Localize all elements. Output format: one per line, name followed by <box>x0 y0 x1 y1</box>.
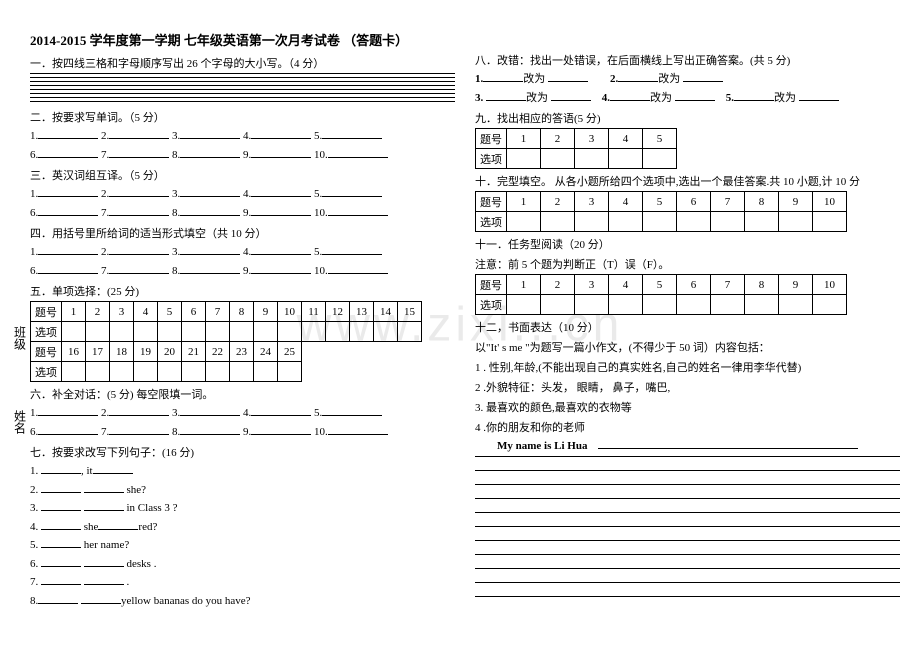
left-col: 2014-2015 学年度第一学期 七年级英语第一次月考试卷 （答题卡） 一．按… <box>30 30 455 610</box>
side-column: 班级 姓名 <box>10 30 30 610</box>
s7-6: 6. desks . <box>30 555 455 573</box>
s8-h: 八．改错：找出一处错误，在后面横线上写出正确答案。(共 5 分) <box>475 52 900 68</box>
s7-4: 4. shered? <box>30 518 455 536</box>
s7-h: 七．按要求改写下列句子：(16 分) <box>30 444 455 460</box>
th: 题号 <box>31 342 62 362</box>
s6-row2: 6. 7. 8. 9. 10. <box>30 423 455 441</box>
th: 题号 <box>476 192 507 212</box>
s3-row2: 6. 7. 8. 9. 10. <box>30 204 455 222</box>
s3-h: 三．英汉词组互译。（5 分） <box>30 167 455 183</box>
s12-l5: 4 .你的朋友和你的老师 <box>475 419 900 435</box>
s8-row1: 1.改为 2.改为 <box>475 70 900 88</box>
write-lines <box>30 73 455 105</box>
s10-h: 十．完型填空。 从各小题所给四个选项中,选出一个最佳答案.共 10 小题,计 1… <box>475 173 900 189</box>
s12-l4: 3. 最喜欢的颜色,最喜欢的衣物等 <box>475 399 900 415</box>
main: 2014-2015 学年度第一学期 七年级英语第一次月考试卷 （答题卡） 一．按… <box>30 30 900 610</box>
side-name: 姓名 <box>12 410 29 434</box>
s7-3: 3. in Class 3 ? <box>30 499 455 517</box>
s1-h: 一．按四线三格和字母顺序写出 26 个字母的大小写。（4 分） <box>30 55 455 71</box>
s5-table: 题号123456789101112131415 选项 题号16171819202… <box>30 301 422 382</box>
s11-h: 十一．任务型阅读（20 分） <box>475 236 900 252</box>
page: 班级 姓名 2014-2015 学年度第一学期 七年级英语第一次月考试卷 （答题… <box>0 0 920 620</box>
s9-table: 题号12345 选项 <box>475 128 677 169</box>
th: 题号 <box>476 129 507 149</box>
s2-row2: 6. 7. 8. 9. 10. <box>30 146 455 164</box>
th: 选项 <box>476 212 507 232</box>
th: 选项 <box>31 362 62 382</box>
s10-table: 题号12345678910 选项 <box>475 191 847 232</box>
s11-table: 题号12345678910 选项 <box>475 274 847 315</box>
s8-row2: 3. 改为 4.改为 5.改为 <box>475 89 900 107</box>
s7-1: 1. , it <box>30 462 455 480</box>
s9-h: 九．找出相应的答语(5 分) <box>475 110 900 126</box>
s4-row1: 1. 2. 3. 4. 5. <box>30 243 455 261</box>
title: 2014-2015 学年度第一学期 七年级英语第一次月考试卷 （答题卡） <box>30 30 455 49</box>
s4-h: 四．用括号里所给词的适当形式填空（共 10 分） <box>30 225 455 241</box>
side-class: 班级 <box>12 326 29 350</box>
s5-h: 五．单项选择：(25 分) <box>30 283 455 299</box>
s3-row1: 1. 2. 3. 4. 5. <box>30 185 455 203</box>
th: 选项 <box>31 322 62 342</box>
s6-h: 六．补全对话：(5 分) 每空限填一词。 <box>30 386 455 402</box>
s11-note: 注意：前 5 个题为判断正（T）误（F）。 <box>475 256 900 272</box>
s12-l1: 以"It' s me "为题写一篇小作文，(不得少于 50 词）内容包括： <box>475 339 900 355</box>
s12-l3: 2 .外貌特征：头发， 眼睛， 鼻子，嘴巴, <box>475 379 900 395</box>
th: 选项 <box>476 295 507 315</box>
essay-lines <box>475 456 900 610</box>
s7-2: 2. she? <box>30 481 455 499</box>
th: 题号 <box>476 275 507 295</box>
right-col: 八．改错：找出一处错误，在后面横线上写出正确答案。(共 5 分) 1.改为 2.… <box>475 30 900 610</box>
th: 题号 <box>31 302 62 322</box>
s12-start: My name is Li Hua <box>475 437 900 455</box>
s2-h: 二．按要求写单词。（5 分） <box>30 109 455 125</box>
s12-l2: 1 . 性别,年龄,(不能出现自己的真实姓名,自己的姓名一律用李华代替) <box>475 359 900 375</box>
s12-h: 十二，书面表达（10 分） <box>475 319 900 335</box>
s7-5: 5. her name? <box>30 536 455 554</box>
s6-row1: 1. 2. 3. 4. 5. <box>30 404 455 422</box>
s2-row1: 1. 2. 3. 4. 5. <box>30 127 455 145</box>
s7-7: 7. . <box>30 573 455 591</box>
s7-8: 8. yellow bananas do you have? <box>30 592 455 610</box>
s4-row2: 6. 7. 8. 9. 10. <box>30 262 455 280</box>
th: 选项 <box>476 149 507 169</box>
